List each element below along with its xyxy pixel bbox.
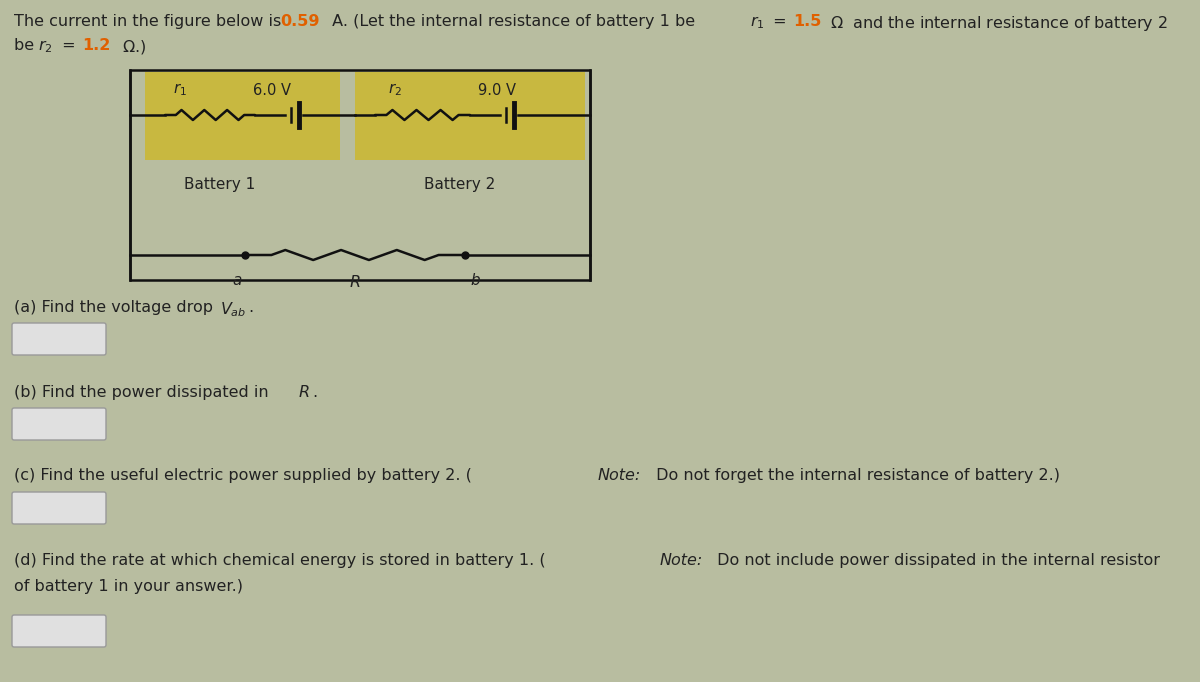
Bar [145,72,340,160]
Text: $\Omega$  and the internal resistance of battery 2: $\Omega$ and the internal resistance of … [826,14,1168,33]
Text: (d) Find the rate at which chemical energy is stored in battery 1. (: (d) Find the rate at which chemical ener… [14,553,546,568]
Text: b: b [470,273,480,288]
Text: 9.0 V: 9.0 V [478,83,516,98]
Text: 1.2: 1.2 [82,38,110,53]
Text: (a) Find the voltage drop: (a) Find the voltage drop [14,300,218,315]
Text: Note:: Note: [598,468,641,483]
Text: A. (Let the internal resistance of battery 1 be: A. (Let the internal resistance of batte… [326,14,701,29]
Text: Note:: Note: [660,553,703,568]
Text: $V_{ab}$: $V_{ab}$ [220,300,246,318]
Text: $\Omega$.): $\Omega$.) [118,38,146,56]
FancyBboxPatch shape [12,615,106,647]
Text: The current in the figure below is: The current in the figure below is [14,14,287,29]
Text: =: = [768,14,792,29]
Bar [130,70,590,280]
Text: 0.59: 0.59 [280,14,319,29]
Text: (b) Find the power dissipated in: (b) Find the power dissipated in [14,385,274,400]
Text: $r_1$: $r_1$ [173,81,187,98]
Text: be: be [14,38,40,53]
Text: .: . [312,385,317,400]
FancyBboxPatch shape [12,408,106,440]
Text: $r_1$: $r_1$ [750,14,764,31]
Bar [355,72,586,160]
FancyBboxPatch shape [12,323,106,355]
Text: of battery 1 in your answer.): of battery 1 in your answer.) [14,579,242,594]
Text: R: R [349,275,360,290]
Text: $r_2$: $r_2$ [38,38,53,55]
Text: Battery 1: Battery 1 [185,177,256,192]
Text: (c) Find the useful electric power supplied by battery 2. (: (c) Find the useful electric power suppl… [14,468,472,483]
Text: a: a [233,273,241,288]
Text: Do not include power dissipated in the internal resistor: Do not include power dissipated in the i… [712,553,1160,568]
Text: Battery 2: Battery 2 [425,177,496,192]
Text: Do not forget the internal resistance of battery 2.): Do not forget the internal resistance of… [650,468,1060,483]
Text: .: . [248,300,253,315]
Text: $r_2$: $r_2$ [388,81,402,98]
Text: R: R [299,385,310,400]
Text: =: = [58,38,80,53]
Text: 1.5: 1.5 [793,14,821,29]
FancyBboxPatch shape [12,492,106,524]
Text: 6.0 V: 6.0 V [253,83,292,98]
